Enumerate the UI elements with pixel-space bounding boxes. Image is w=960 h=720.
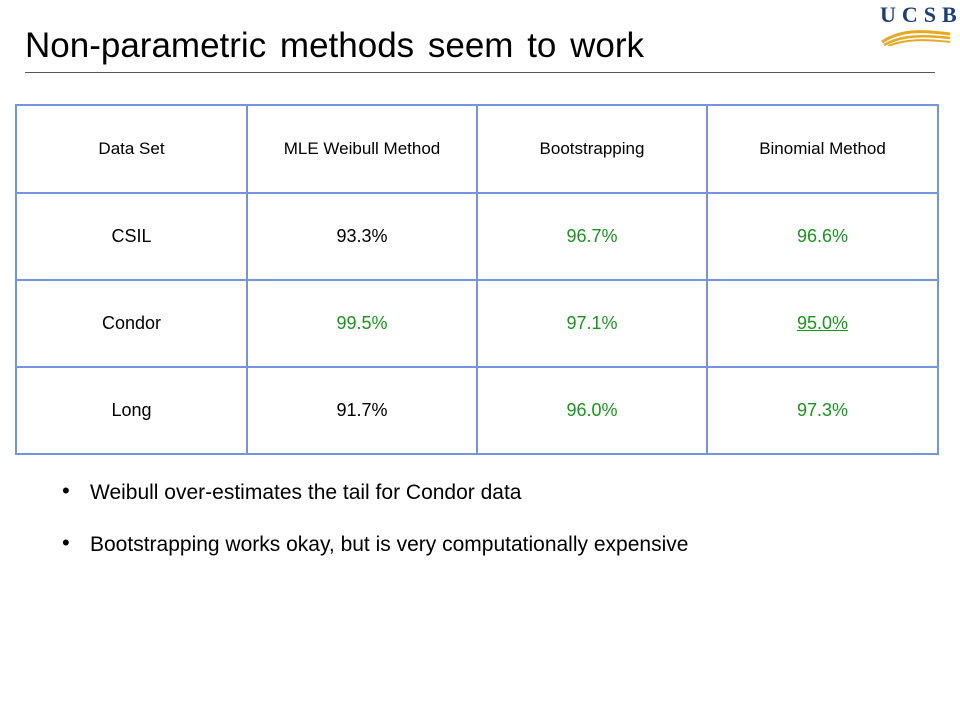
binomial-link[interactable]: 95.0%: [796, 313, 849, 333]
table-row-csil: CSIL 93.3% 96.7% 96.6%: [15, 192, 939, 281]
bullet-item: • Weibull over-estimates the tail for Co…: [62, 478, 688, 508]
logo-wordmark: UCSB: [880, 2, 960, 27]
cell-binomial[interactable]: 95.0%: [706, 279, 939, 368]
slide-title: Non-parametric methods seem to work: [25, 26, 644, 65]
bullet-text: Bootstrapping works okay, but is very co…: [90, 533, 689, 556]
cell-dataset-name: Condor: [15, 279, 248, 368]
bullet-text: Weibull over-estimates the tail for Cond…: [90, 481, 522, 504]
cell-mle: 99.5%: [246, 279, 478, 368]
cell-binomial: 97.3%: [706, 366, 939, 455]
header-data-set: Data Set: [15, 104, 248, 194]
table-row-condor: Condor 99.5% 97.1% 95.0%: [15, 279, 939, 368]
cell-binomial: 96.6%: [706, 192, 939, 281]
cell-dataset-name: CSIL: [15, 192, 248, 281]
table-row-long: Long 91.7% 96.0% 97.3%: [15, 366, 939, 455]
header-mle-weibull: MLE Weibull Method: [246, 104, 478, 194]
bullet-item: • Bootstrapping works okay, but is very …: [62, 530, 688, 560]
cell-mle: 91.7%: [246, 366, 478, 455]
cell-bootstrapping: 96.0%: [476, 366, 708, 455]
table-header-row: Data Set MLE Weibull Method Bootstrappin…: [15, 104, 939, 194]
results-table: Data Set MLE Weibull Method Bootstrappin…: [15, 104, 939, 455]
cell-dataset-name: Long: [15, 366, 248, 455]
title-divider: [25, 72, 935, 73]
cell-bootstrapping: 96.7%: [476, 192, 708, 281]
ucsb-logo: UCSB: [880, 2, 960, 46]
cell-bootstrapping: 97.1%: [476, 279, 708, 368]
bullet-dot-icon: •: [62, 478, 70, 503]
wave-icon: [881, 30, 951, 46]
bullet-dot-icon: •: [62, 530, 70, 555]
header-binomial: Binomial Method: [706, 104, 939, 194]
bullet-list: • Weibull over-estimates the tail for Co…: [62, 478, 688, 582]
header-bootstrapping: Bootstrapping: [476, 104, 708, 194]
cell-mle: 93.3%: [246, 192, 478, 281]
